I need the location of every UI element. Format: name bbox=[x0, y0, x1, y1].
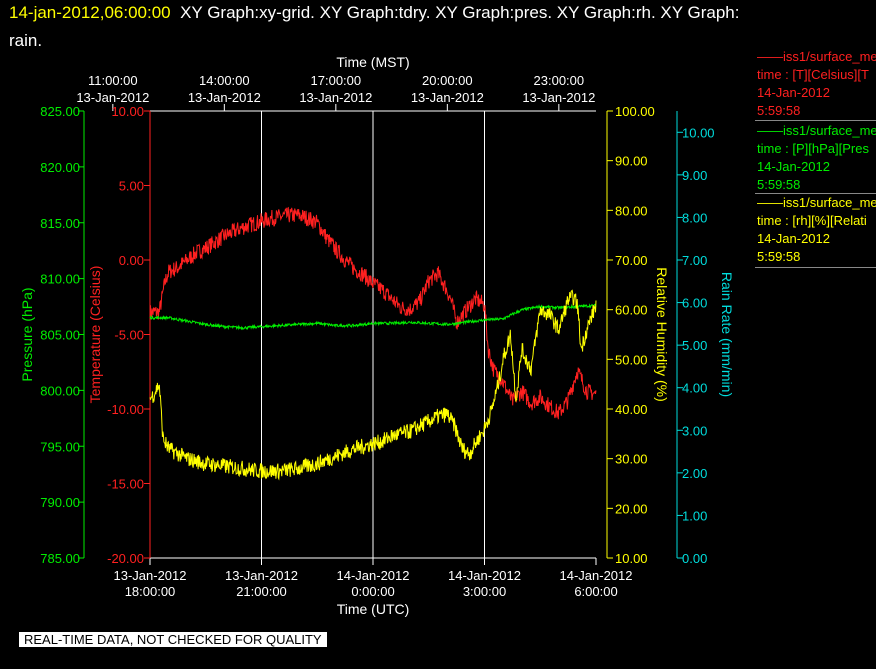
rain-axis-tick-label: 4.00 bbox=[682, 381, 707, 396]
rain-axis-tick-label: 7.00 bbox=[682, 253, 707, 268]
x-top-tick-date: 13-Jan-2012 bbox=[188, 90, 261, 105]
legend-humidity: ——iss1/surface_me time : [rh][%][Relati … bbox=[757, 194, 876, 266]
legend-divider bbox=[755, 120, 876, 121]
pressure-axis-tick-label: 810.00 bbox=[40, 272, 80, 287]
rain-axis-tick-label: 9.00 bbox=[682, 168, 707, 183]
temperature-axis-tick-label: 5.00 bbox=[119, 179, 144, 194]
title-graph-list: XY Graph:xy-grid. XY Graph:tdry. XY Grap… bbox=[180, 3, 740, 22]
title-bar: 14-jan-2012,06:00:00 XY Graph:xy-grid. X… bbox=[9, 3, 739, 23]
legend-temperature-source: ——iss1/surface_me bbox=[757, 49, 876, 64]
pressure-axis-tick-label: 825.00 bbox=[40, 104, 80, 119]
humidity-axis-title: Relative Humidity (%) bbox=[654, 267, 670, 402]
temperature-axis-title: Temperature (Celsius) bbox=[87, 266, 103, 404]
pressure-axis-tick-label: 805.00 bbox=[40, 328, 80, 343]
humidity-axis-tick-label: 70.00 bbox=[615, 253, 648, 268]
x-bottom-tick-date: 13-Jan-2012 bbox=[114, 568, 187, 583]
rain-axis-tick-label: 6.00 bbox=[682, 296, 707, 311]
humidity-axis-tick-label: 20.00 bbox=[615, 501, 648, 516]
pressure-axis-title: Pressure (hPa) bbox=[19, 287, 35, 381]
rain-axis-title: Rain Rate (mm/min) bbox=[719, 272, 735, 397]
pressure-axis-tick-label: 795.00 bbox=[40, 439, 80, 454]
legend-humidity-time: 5:59:58 bbox=[757, 249, 801, 264]
pressure-axis-tick-label: 800.00 bbox=[40, 383, 80, 398]
humidity-axis-tick-label: 90.00 bbox=[615, 154, 648, 169]
humidity-axis-tick-label: 10.00 bbox=[615, 551, 648, 566]
temperature-series-line bbox=[149, 206, 597, 420]
x-top-tick-date: 13-Jan-2012 bbox=[522, 90, 595, 105]
humidity-axis-tick-label: 40.00 bbox=[615, 402, 648, 417]
humidity-series-line bbox=[149, 289, 597, 481]
legend-temperature: ——iss1/surface_me time : [T][Celsius][T … bbox=[757, 48, 876, 120]
rain-axis-tick-label: 10.00 bbox=[682, 125, 715, 140]
temperature-axis-tick-label: -5.00 bbox=[114, 328, 144, 343]
rain-axis-tick-label: 2.00 bbox=[682, 466, 707, 481]
legend-pressure-source: ——iss1/surface_me bbox=[757, 123, 876, 138]
x-bottom-tick-time: 3:00:00 bbox=[463, 584, 506, 599]
legend-pressure-date: 14-Jan-2012 bbox=[757, 159, 830, 174]
pressure-axis-tick-label: 790.00 bbox=[40, 495, 80, 510]
x-bottom-tick-time: 18:00:00 bbox=[125, 584, 176, 599]
x-top-tick-time: 11:00:00 bbox=[88, 73, 138, 88]
legend-pressure-variable: time : [P][hPa][Pres bbox=[757, 141, 869, 156]
temperature-axis-tick-label: 10.00 bbox=[111, 104, 144, 119]
x-top-tick-time: 17:00:00 bbox=[311, 73, 362, 88]
legend-pressure-time: 5:59:58 bbox=[757, 177, 801, 192]
x-bottom-tick-date: 14-Jan-2012 bbox=[448, 568, 521, 583]
x-bottom-tick-time: 0:00:00 bbox=[351, 584, 394, 599]
humidity-axis-tick-label: 80.00 bbox=[615, 203, 648, 218]
pressure-axis-tick-label: 785.00 bbox=[40, 551, 80, 566]
x-top-tick-date: 13-Jan-2012 bbox=[299, 90, 372, 105]
x-bottom-tick-date: 14-Jan-2012 bbox=[560, 568, 633, 583]
pressure-axis-tick-label: 815.00 bbox=[40, 216, 80, 231]
x-bottom-tick-date: 13-Jan-2012 bbox=[225, 568, 298, 583]
title-date-time: 14-jan-2012,06:00:00 bbox=[9, 3, 171, 22]
x-top-tick-date: 13-Jan-2012 bbox=[76, 90, 149, 105]
humidity-axis-tick-label: 60.00 bbox=[615, 303, 648, 318]
legend-temperature-date: 14-Jan-2012 bbox=[757, 85, 830, 100]
quality-notice: REAL-TIME DATA, NOT CHECKED FOR QUALITY bbox=[19, 632, 327, 647]
pressure-axis-tick-label: 820.00 bbox=[40, 160, 80, 175]
temperature-axis-tick-label: -20.00 bbox=[107, 551, 144, 566]
humidity-axis-tick-label: 30.00 bbox=[615, 452, 648, 467]
legend-pressure: ——iss1/surface_me time : [P][hPa][Pres 1… bbox=[757, 122, 876, 194]
rain-axis-tick-label: 5.00 bbox=[682, 338, 707, 353]
x-top-tick-date: 13-Jan-2012 bbox=[411, 90, 484, 105]
humidity-axis-tick-label: 100.00 bbox=[615, 104, 655, 119]
temperature-axis-tick-label: -15.00 bbox=[107, 477, 144, 492]
temperature-axis-tick-label: 0.00 bbox=[119, 253, 144, 268]
rain-axis-tick-label: 8.00 bbox=[682, 210, 707, 225]
x-top-tick-time: 20:00:00 bbox=[422, 73, 473, 88]
x-bottom-tick-date: 14-Jan-2012 bbox=[337, 568, 410, 583]
rain-axis-tick-label: 3.00 bbox=[682, 423, 707, 438]
legend-divider bbox=[755, 193, 876, 194]
humidity-axis-tick-label: 50.00 bbox=[615, 352, 648, 367]
legend-humidity-date: 14-Jan-2012 bbox=[757, 231, 830, 246]
legend-divider bbox=[755, 267, 876, 268]
x-top-axis-title: Time (MST) bbox=[336, 54, 409, 70]
x-bottom-axis-title: Time (UTC) bbox=[337, 601, 410, 617]
legend-temperature-time: 5:59:58 bbox=[757, 103, 801, 118]
title-graph-list-continued: rain. bbox=[9, 31, 43, 50]
x-top-tick-time: 23:00:00 bbox=[534, 73, 585, 88]
pressure-series-line bbox=[149, 303, 597, 331]
rain-axis-tick-label: 0.00 bbox=[682, 551, 707, 566]
legend-humidity-source: ——iss1/surface_me bbox=[757, 195, 876, 210]
x-bottom-tick-time: 6:00:00 bbox=[574, 584, 617, 599]
legend-humidity-variable: time : [rh][%][Relati bbox=[757, 213, 867, 228]
x-top-tick-time: 14:00:00 bbox=[199, 73, 250, 88]
temperature-axis-tick-label: -10.00 bbox=[107, 402, 144, 417]
rain-axis-tick-label: 1.00 bbox=[682, 508, 707, 523]
x-bottom-tick-time: 21:00:00 bbox=[236, 584, 287, 599]
legend-temperature-variable: time : [T][Celsius][T bbox=[757, 67, 869, 82]
